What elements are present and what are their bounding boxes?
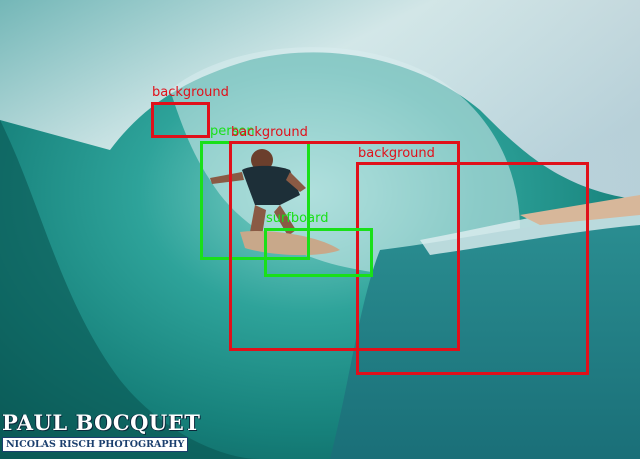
detection-label-person: person [210, 124, 255, 139]
watermark-subtitle: NICOLAS RISCH PHOTOGRAPHY [2, 437, 188, 452]
detection-box-background-1 [151, 102, 210, 138]
photographer-watermark: PAUL BOCQUET NICOLAS RISCH PHOTOGRAPHY [2, 410, 201, 452]
detection-box-background-2 [229, 141, 460, 351]
detection-label-surfboard: surfboard [266, 211, 329, 226]
detection-box-background-3 [356, 162, 589, 375]
detection-box-surfboard [264, 228, 373, 277]
watermark-name: PAUL BOCQUET [2, 410, 201, 435]
detection-label-background-3: background [358, 146, 435, 161]
detection-label-background-2: background [231, 125, 308, 140]
detection-label-background-1: background [152, 85, 229, 100]
